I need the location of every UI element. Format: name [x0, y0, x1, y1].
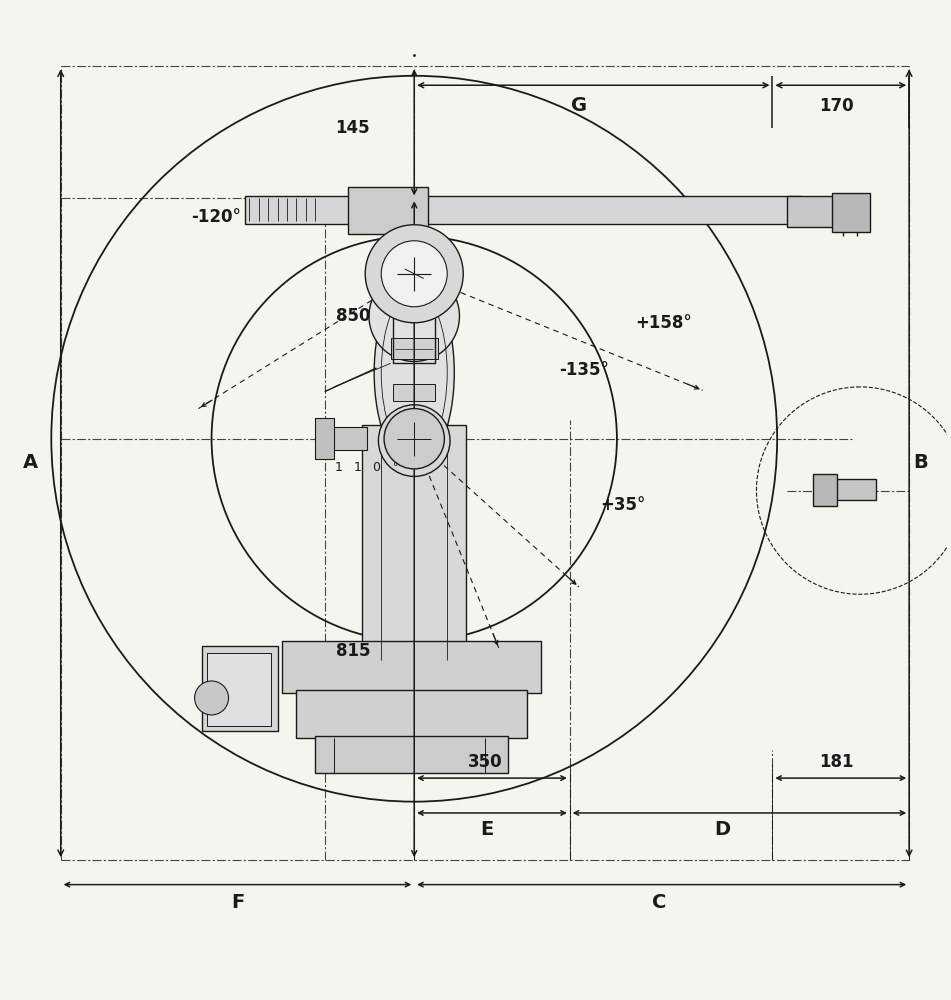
Text: 181: 181	[820, 753, 854, 771]
Text: 815: 815	[336, 642, 370, 660]
Text: F: F	[231, 893, 244, 912]
Text: B: B	[913, 453, 928, 472]
Text: 1: 1	[335, 461, 342, 474]
FancyBboxPatch shape	[282, 641, 541, 693]
Text: D: D	[714, 820, 730, 839]
Text: 145: 145	[336, 119, 370, 137]
FancyBboxPatch shape	[362, 425, 466, 679]
FancyBboxPatch shape	[244, 196, 801, 224]
Circle shape	[369, 271, 459, 361]
FancyBboxPatch shape	[394, 384, 435, 401]
Text: C: C	[652, 893, 667, 912]
Circle shape	[195, 681, 228, 715]
Text: A: A	[23, 453, 38, 472]
Circle shape	[365, 225, 463, 323]
FancyBboxPatch shape	[206, 653, 271, 726]
Text: E: E	[480, 820, 494, 839]
Text: +35°: +35°	[600, 496, 645, 514]
Ellipse shape	[374, 278, 455, 467]
FancyBboxPatch shape	[315, 736, 509, 773]
FancyBboxPatch shape	[315, 418, 334, 459]
Circle shape	[381, 241, 447, 307]
FancyBboxPatch shape	[813, 474, 837, 506]
FancyBboxPatch shape	[815, 479, 876, 500]
Text: G: G	[572, 96, 588, 115]
FancyBboxPatch shape	[297, 690, 528, 738]
Text: 850: 850	[336, 307, 370, 325]
Text: 170: 170	[819, 97, 854, 115]
Text: 1: 1	[354, 461, 361, 474]
FancyBboxPatch shape	[321, 427, 367, 450]
Text: 0: 0	[373, 461, 380, 474]
Text: -135°: -135°	[559, 361, 609, 379]
Text: °: °	[393, 462, 398, 472]
Circle shape	[384, 409, 444, 469]
Text: +158°: +158°	[635, 314, 692, 332]
FancyBboxPatch shape	[391, 338, 437, 359]
Text: -120°: -120°	[191, 208, 242, 226]
Text: 350: 350	[468, 753, 502, 771]
FancyBboxPatch shape	[786, 196, 844, 227]
FancyBboxPatch shape	[203, 646, 278, 731]
FancyBboxPatch shape	[348, 187, 428, 234]
FancyBboxPatch shape	[832, 193, 869, 232]
Circle shape	[378, 405, 450, 476]
